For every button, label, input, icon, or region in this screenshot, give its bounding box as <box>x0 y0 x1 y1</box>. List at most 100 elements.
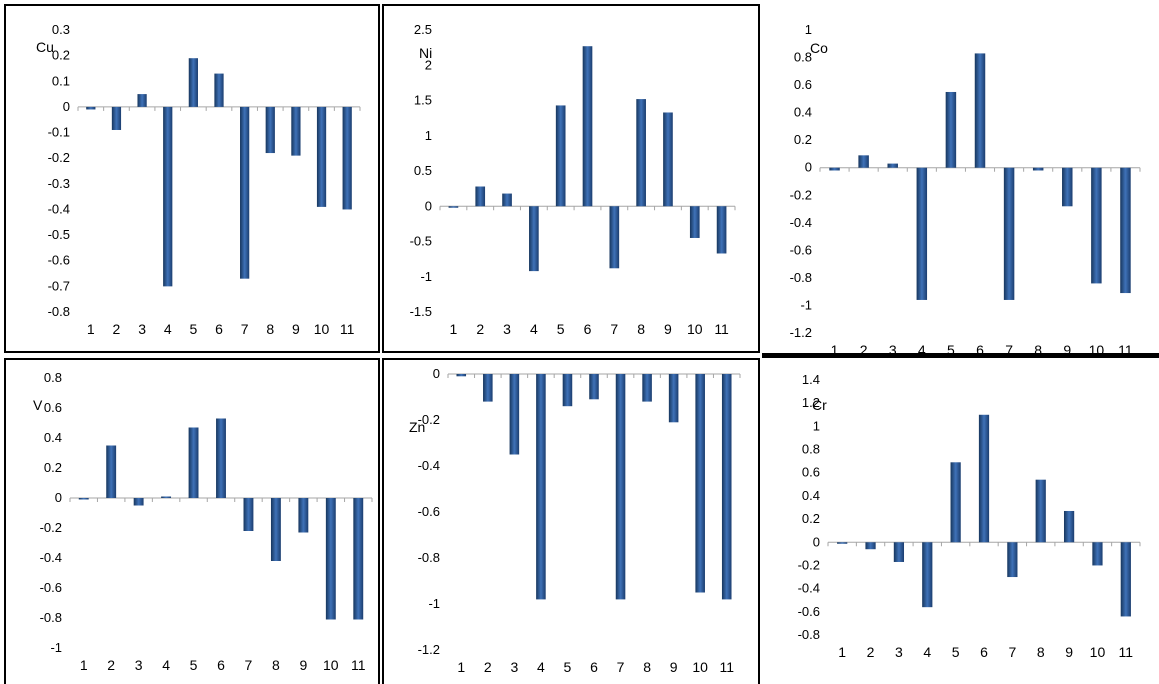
chart-panel-cu: 0.3 0.2 0.1 0 -0.1 -0.2 -0.3 -0.4 -0.5 -0.6 -0.7 -0… <box>4 4 380 353</box>
bar-7 <box>615 374 626 600</box>
y-tick-label: 0 <box>55 490 62 505</box>
y-tick-label: -1 <box>50 640 62 655</box>
chart-zn: 0 -0.2 -0.4 -0.6 -0.8 -1 -1.2 1 2 3 4 5 6 7 8 9 10 11 Zn <box>409 366 741 675</box>
bar-5 <box>945 91 957 168</box>
y-tick-label: 0.8 <box>794 50 812 65</box>
y-tick-label: 1.5 <box>414 93 432 108</box>
y-tick-label: 0 <box>805 160 812 175</box>
x-category-label: 10 <box>692 659 708 675</box>
x-category-label: 1 <box>831 342 839 353</box>
x-category-label: 6 <box>976 342 984 353</box>
chart-title: Cr <box>812 397 827 413</box>
x-category-label: 9 <box>1065 644 1073 660</box>
bar-11 <box>342 106 352 210</box>
x-category-label: 11 <box>340 321 355 337</box>
bar-10 <box>1092 542 1103 566</box>
chart-co: 1 0.8 0.6 0.4 0.2 0 -0.2 -0.4 -0.6 -0.8 -1 -1.2 1 2 3 4… <box>790 22 1141 353</box>
bar-5 <box>562 374 573 407</box>
y-tick-label: 0.4 <box>44 430 62 445</box>
y-tick-label: -0.5 <box>410 234 432 249</box>
bar-8 <box>270 498 281 561</box>
x-category-label: 4 <box>162 657 170 673</box>
bar-8 <box>1035 479 1046 543</box>
bar-9 <box>291 106 301 156</box>
bar-7 <box>1003 167 1015 300</box>
x-category-label: 9 <box>670 659 678 675</box>
x-category-label: 8 <box>272 657 280 673</box>
bar-9 <box>1062 167 1073 207</box>
y-tick-label: 1 <box>813 418 820 433</box>
y-tick-label: -0.4 <box>40 550 62 565</box>
bar-11 <box>716 206 727 254</box>
x-category-label: 10 <box>314 321 330 337</box>
bar-7 <box>609 206 620 269</box>
x-category-label: 8 <box>643 659 651 675</box>
y-tick-label: -0.2 <box>790 187 812 202</box>
bar-1 <box>829 167 840 171</box>
bar-2 <box>483 374 493 402</box>
y-tick-label: 0.2 <box>44 460 62 475</box>
y-tick-label: -0.2 <box>40 520 62 535</box>
x-category-label: 6 <box>980 644 988 660</box>
bar-2 <box>111 106 122 130</box>
y-tick-label: 0.4 <box>794 105 812 120</box>
x-category-label: 10 <box>1090 644 1106 660</box>
y-tick-label: -0.6 <box>798 604 820 619</box>
bar-7 <box>240 106 250 279</box>
x-category-label: 2 <box>484 659 492 675</box>
y-tick-label: 1.2 <box>802 395 820 410</box>
x-category-label: 1 <box>87 321 95 337</box>
bar-10 <box>316 106 327 207</box>
bar-10 <box>695 374 705 593</box>
x-category-label: 3 <box>510 659 518 675</box>
y-tick-label: 0.6 <box>802 465 820 480</box>
x-category-label: 6 <box>590 659 598 675</box>
y-tick-label: -0.4 <box>798 581 820 596</box>
chart-title: Ni <box>419 45 432 61</box>
y-tick-label: -0.8 <box>48 304 70 319</box>
chart-title: Cu <box>36 39 54 55</box>
y-tick-label: -1 <box>800 297 812 312</box>
y-tick-label: -1.2 <box>790 325 812 340</box>
bar-7 <box>243 498 254 531</box>
bar-5 <box>950 462 961 543</box>
y-tick-label: -0.1 <box>48 125 70 140</box>
x-category-label: 3 <box>895 644 903 660</box>
y-tick-label: 0.8 <box>44 370 62 385</box>
y-tick-label: 0.3 <box>52 22 70 37</box>
x-category-label: 11 <box>1119 644 1134 660</box>
y-tick-label: -1 <box>428 596 440 611</box>
x-category-label: 11 <box>1118 342 1133 353</box>
y-tick-label: 0.4 <box>802 488 820 503</box>
x-category-label: 2 <box>860 342 868 353</box>
x-category-label: 4 <box>923 644 931 660</box>
chart-panel-cr: 1.4 1.2 1 0.8 0.6 0.4 0.2 0 -0.2 -0.4 -0.6 -0.8 1 2 3 4… <box>764 360 1155 684</box>
x-category-label: 1 <box>838 644 846 660</box>
x-category-label: 1 <box>457 659 465 675</box>
y-tick-label: -1.2 <box>418 642 440 657</box>
y-tick-label: -0.4 <box>790 215 812 230</box>
y-tick-label: -1.5 <box>410 304 432 319</box>
chart-panel-co: 1 0.8 0.6 0.4 0.2 0 -0.2 -0.4 -0.6 -0.8 -1 -1.2 1 2 3 4… <box>764 4 1155 353</box>
y-tick-label: -0.8 <box>798 627 820 642</box>
x-category-label: 9 <box>664 321 672 337</box>
x-category-label: 7 <box>1008 644 1016 660</box>
bar-1 <box>86 106 96 110</box>
x-category-label: 4 <box>530 321 538 337</box>
bar-3 <box>893 542 905 562</box>
chart-cr: 1.4 1.2 1 0.8 0.6 0.4 0.2 0 -0.2 -0.4 -0.6 -0.8 1 2 3 4… <box>798 372 1141 660</box>
x-category-label: 7 <box>1005 342 1013 353</box>
bar-11 <box>1120 542 1131 617</box>
y-tick-label: 0 <box>433 366 440 381</box>
y-tick-label: -0.4 <box>418 458 440 473</box>
bar-5 <box>188 58 198 107</box>
y-tick-label: 0.5 <box>414 163 432 178</box>
chart-title: Co <box>810 40 828 56</box>
y-tick-label: 1 <box>425 128 432 143</box>
y-tick-label: 0.6 <box>44 400 62 415</box>
y-tick-label: 0 <box>813 534 820 549</box>
x-category-label: 7 <box>241 321 249 337</box>
bar-11 <box>721 374 732 600</box>
bar-2 <box>106 445 117 498</box>
y-tick-label: -0.2 <box>48 150 70 165</box>
